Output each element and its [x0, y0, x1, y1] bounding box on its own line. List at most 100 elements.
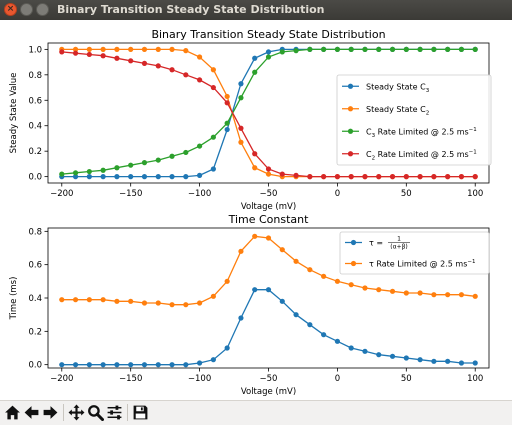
data-point: [141, 60, 148, 66]
data-point: [224, 345, 230, 351]
data-point: [100, 53, 106, 59]
legend-label-part: −1: [469, 127, 477, 133]
data-point: [224, 93, 230, 100]
data-point: [238, 248, 244, 254]
legend-label-part: Rate Limited @ 2.5 ms: [375, 127, 469, 136]
data-point: [431, 174, 437, 180]
series-4: [59, 49, 478, 180]
data-point: [128, 58, 134, 64]
data-point: [155, 63, 161, 69]
legend-label: τ =: [369, 239, 383, 248]
data-point: [445, 46, 451, 52]
subplots-button[interactable]: [105, 403, 124, 422]
data-point: [114, 174, 120, 180]
chart-panel-2: Time Constant −200 −150 −100 −50 0 50 100 0.0 0.2…: [9, 213, 490, 397]
data-point: [403, 46, 409, 52]
x-tick-label: 100: [467, 189, 483, 199]
data-point: [155, 46, 161, 52]
x-axis-label: Voltage (mV): [241, 202, 296, 212]
data-point: [445, 174, 451, 180]
data-point: [86, 297, 92, 303]
legend-label-part: τ Rate Limited @ 2.5 ms: [369, 260, 467, 269]
data-point: [100, 297, 106, 303]
data-point: [348, 174, 354, 180]
data-point: [210, 166, 216, 172]
data-point: [169, 174, 175, 180]
data-point: [334, 338, 341, 344]
toolbar-separator: [63, 404, 64, 421]
data-point: [252, 165, 258, 171]
data-point: [321, 273, 327, 279]
data-point: [252, 233, 258, 239]
data-point: [376, 46, 382, 52]
data-point: [114, 362, 120, 368]
x-axis-label: Voltage (mV): [241, 387, 296, 397]
data-point: [100, 174, 106, 180]
forward-button[interactable]: [41, 403, 60, 422]
x-tick-label: 50: [401, 374, 412, 384]
data-point: [155, 157, 161, 163]
toolbar-separator: [127, 404, 128, 421]
pan-button[interactable]: [67, 403, 86, 422]
data-point: [389, 288, 396, 294]
data-point: [210, 67, 216, 73]
y-tick-label: 0.2: [28, 147, 42, 157]
data-point: [389, 174, 396, 180]
data-point: [141, 362, 148, 368]
data-point: [252, 69, 258, 75]
data-point: [252, 287, 258, 293]
data-point: [417, 174, 423, 180]
chart-title: Binary Transition Steady State Distribut…: [151, 28, 385, 41]
data-point: [389, 46, 396, 52]
window-close-button[interactable]: ×: [4, 3, 17, 16]
data-point: [334, 278, 341, 284]
back-button[interactable]: [22, 403, 41, 422]
series-3: [59, 46, 478, 177]
save-button[interactable]: [131, 403, 150, 422]
legend-marker: [347, 83, 354, 89]
data-point: [183, 48, 189, 54]
y-tick-label: 0.6: [28, 96, 42, 106]
y-tick-label: 0.0: [28, 361, 42, 371]
data-point: [293, 172, 299, 178]
data-point: [417, 46, 423, 52]
data-point: [128, 46, 134, 52]
x-tick-label: 0: [335, 374, 340, 384]
pan-icon: [68, 404, 85, 421]
y-axis-label: Time (ms): [9, 277, 19, 321]
legend-label-part: 3: [426, 88, 430, 94]
data-point: [141, 300, 148, 306]
home-icon: [5, 405, 20, 420]
title-bar: × Binary Transition Steady State Distrib…: [0, 0, 512, 20]
data-point: [362, 46, 368, 52]
data-point: [59, 297, 65, 303]
data-point: [210, 84, 216, 91]
data-point: [169, 362, 175, 368]
legend-marker: [347, 128, 354, 134]
window-minimize-button[interactable]: [20, 3, 33, 16]
data-point: [155, 362, 161, 368]
y-tick-label: 0.0: [28, 173, 42, 183]
data-point: [265, 49, 272, 55]
legend-label-part: 2: [426, 110, 430, 116]
home-button[interactable]: [3, 403, 22, 422]
window-maximize-button[interactable]: [36, 3, 49, 16]
data-point: [128, 298, 134, 304]
data-point: [321, 46, 327, 52]
legend-label: C3 Rate Limited @ 2.5 ms−1: [366, 127, 477, 139]
data-point: [72, 362, 79, 368]
data-point: [169, 302, 175, 308]
data-point: [86, 46, 92, 52]
data-point: [169, 67, 175, 73]
data-point: [252, 151, 258, 157]
data-point: [238, 125, 244, 131]
data-point: [155, 174, 161, 180]
data-point: [59, 171, 65, 177]
y-tick-label: 1.0: [28, 45, 42, 55]
data-point: [128, 362, 134, 368]
data-point: [210, 293, 216, 299]
zoom-button[interactable]: [86, 403, 105, 422]
data-point: [224, 100, 230, 106]
data-point: [210, 134, 216, 140]
legend-label-part: −1: [467, 259, 475, 265]
